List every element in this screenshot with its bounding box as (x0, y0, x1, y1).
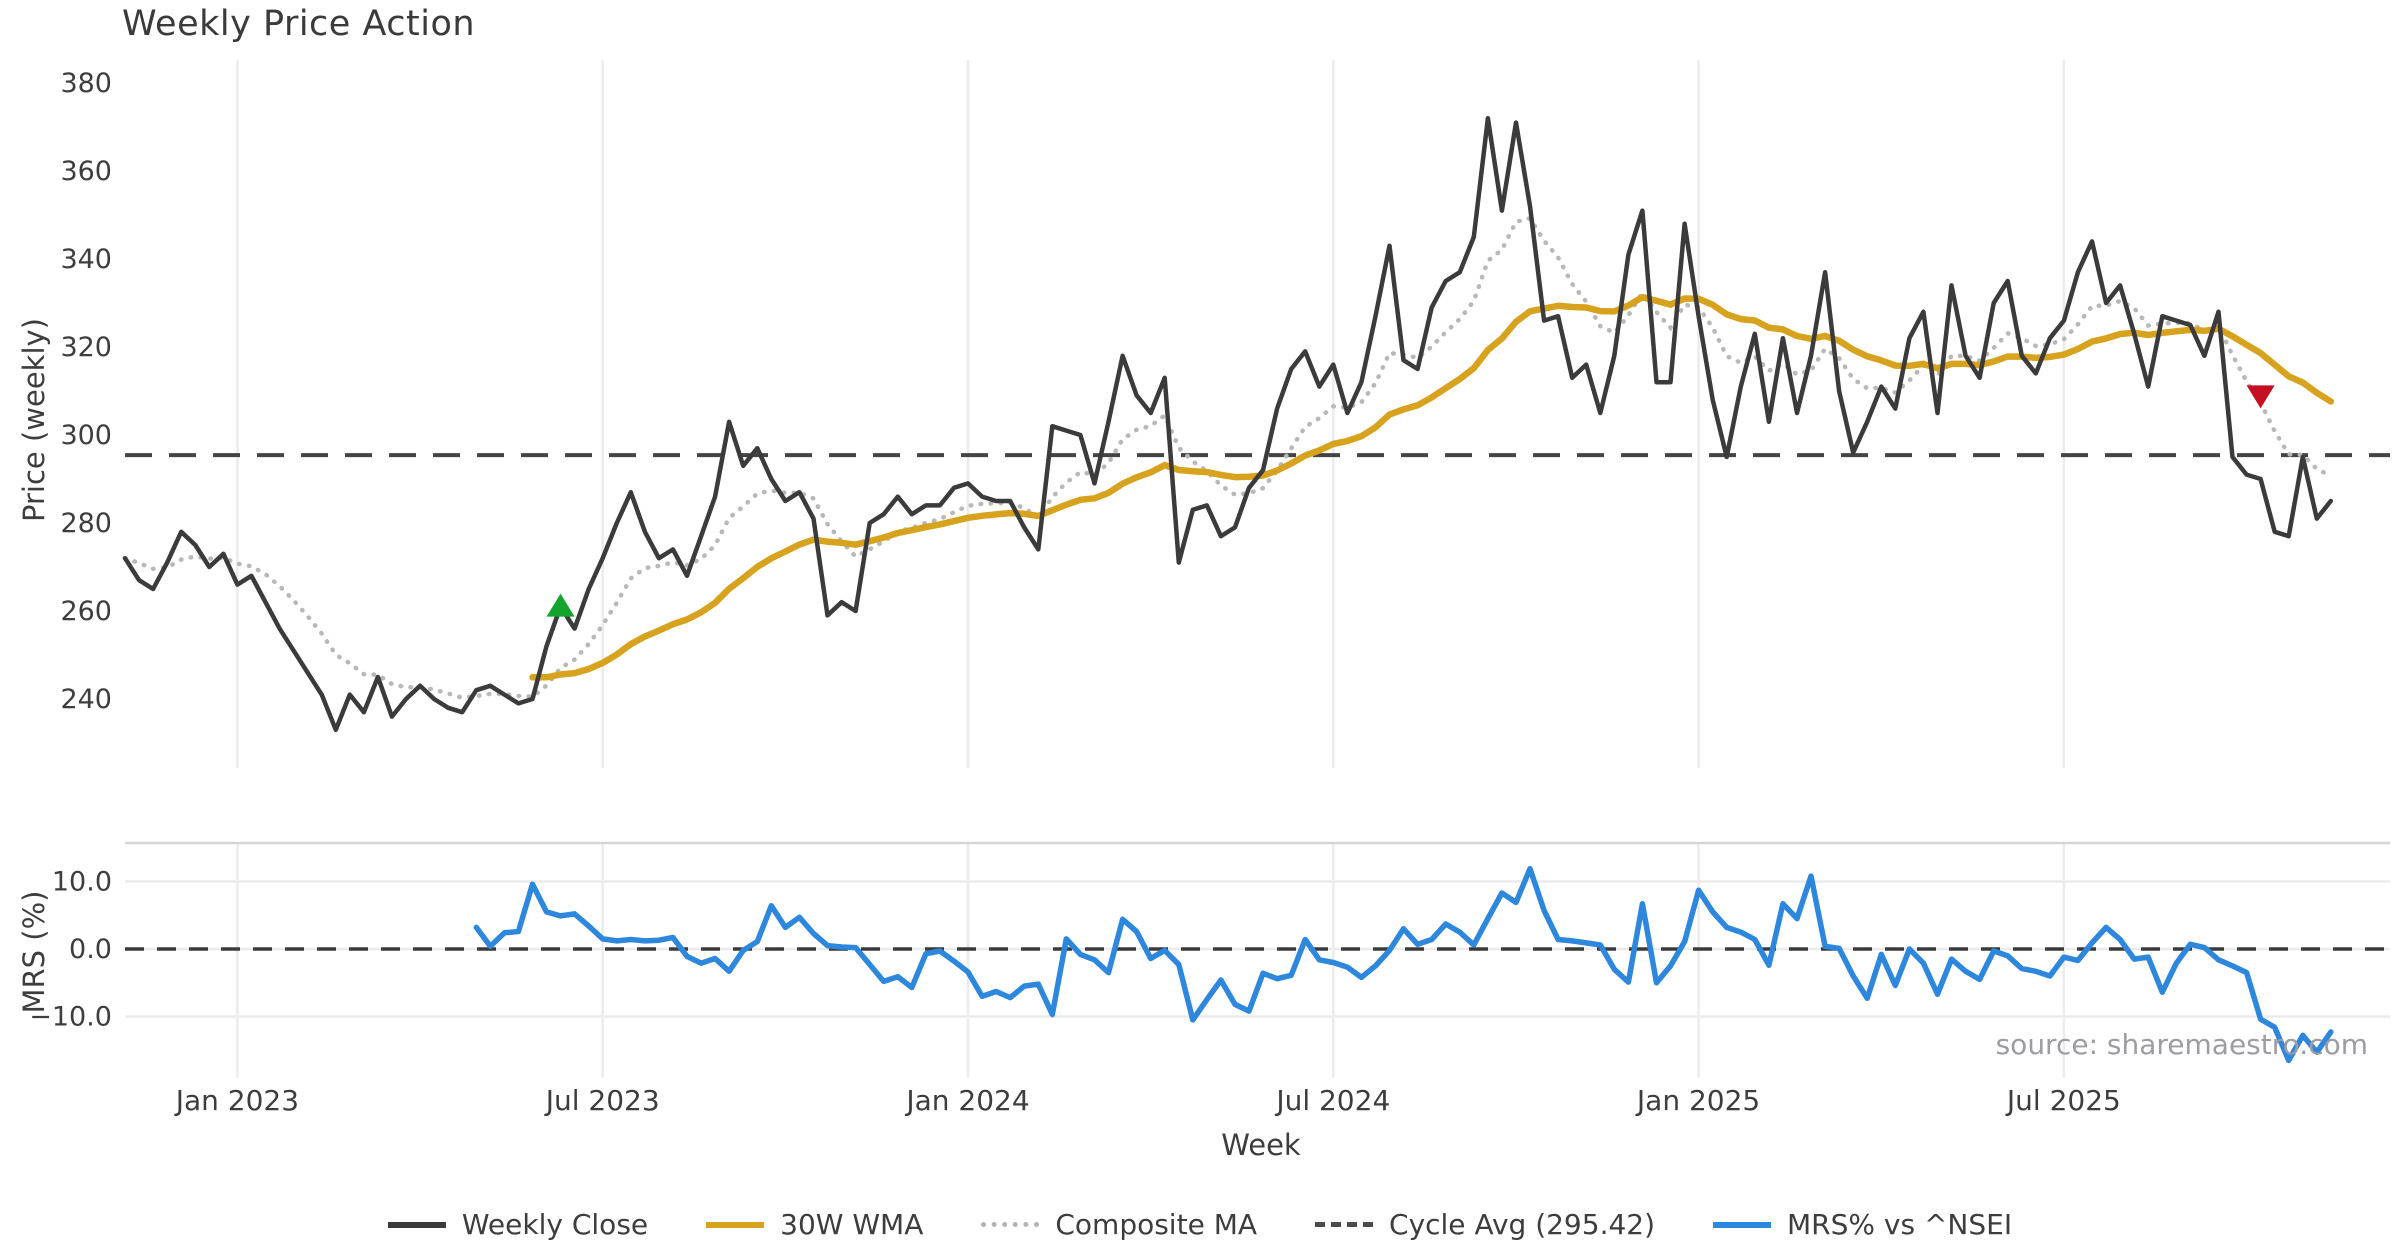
legend-swatch-dashed (1315, 1222, 1374, 1227)
mrs-ytick-label: −10.0 (29, 1002, 112, 1033)
price-axis-label: Price (weekly) (17, 317, 51, 523)
mrs-ytick-label: 10.0 (52, 867, 112, 898)
price-ytick-label: 280 (60, 508, 112, 539)
price-ytick-label: 300 (60, 420, 112, 451)
source-note: source: sharemaestro.com (1995, 1028, 2368, 1061)
legend-swatch-solid (1713, 1221, 1772, 1228)
chart-title: Weekly Price Action (122, 4, 476, 44)
legend-swatch-dotted (981, 1222, 1040, 1227)
x-tick-label: Jan 2025 (1635, 1084, 1760, 1117)
x-tick-label: Jul 2025 (2005, 1084, 2121, 1117)
chart-legend: Weekly Close 30W WMA Composite MA Cycle Avg… (0, 1208, 2400, 1241)
legend-item: MRS% vs ^NSEI (1713, 1208, 2012, 1241)
x-tick-label: Jul 2023 (544, 1084, 660, 1117)
mrs-ytick-label: 0.0 (69, 934, 112, 965)
legend-swatch-solid (706, 1221, 765, 1228)
price-ytick-label: 360 (60, 156, 112, 187)
sell-signal-marker (2246, 385, 2275, 409)
legend-swatch-solid (387, 1221, 446, 1228)
x-tick-label: Jan 2023 (174, 1084, 299, 1117)
legend-item: Cycle Avg (295.42) (1315, 1208, 1655, 1241)
price-ytick-label: 320 (60, 332, 112, 363)
legend-label: 30W WMA (780, 1208, 924, 1241)
legend-label: Composite MA (1055, 1208, 1258, 1241)
mrs-axis-label: MRS (%) (17, 890, 51, 1014)
weekly-close-line (122, 115, 2334, 733)
buy-signal-marker (546, 593, 575, 617)
price-ytick-label: 260 (60, 596, 112, 627)
price-ytick-label: 380 (60, 68, 112, 99)
x-tick-label: Jan 2024 (904, 1084, 1029, 1117)
x-axis-label: Week (1221, 1128, 1301, 1162)
mrs-line (473, 865, 2334, 1064)
legend-label: Weekly Close (461, 1208, 649, 1241)
legend-label: MRS% vs ^NSEI (1787, 1208, 2013, 1241)
x-tick-label: Jul 2024 (1274, 1084, 1390, 1117)
wma-30w-line (529, 293, 2335, 681)
legend-item: Weekly Close (387, 1208, 649, 1241)
legend-item: Composite MA (981, 1208, 1257, 1241)
price-ytick-label: 240 (60, 684, 112, 715)
price-ytick-label: 340 (60, 244, 112, 275)
legend-label: Cycle Avg (295.42) (1389, 1208, 1656, 1241)
legend-item: 30W WMA (706, 1208, 923, 1241)
